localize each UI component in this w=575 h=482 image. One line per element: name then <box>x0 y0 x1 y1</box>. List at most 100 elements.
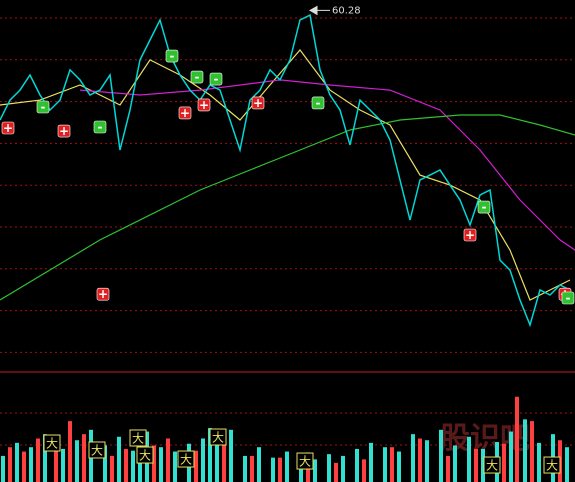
high-arrow <box>308 5 330 16</box>
volume-bar <box>22 451 26 482</box>
big-volume-box <box>136 446 154 464</box>
volume-bar <box>271 457 275 482</box>
volume-bar <box>509 431 513 482</box>
volume-bar <box>446 455 450 482</box>
volume-bar <box>68 421 72 482</box>
signal-box <box>178 106 192 120</box>
volume-bar <box>390 447 394 482</box>
volume-bar <box>425 440 429 482</box>
signal-box <box>96 287 110 301</box>
signal-label: - <box>482 200 487 214</box>
volume-bar <box>453 445 457 482</box>
volume-bar <box>222 440 226 482</box>
volume-bar <box>530 421 534 482</box>
signal-box <box>57 124 71 138</box>
signal-box <box>311 96 325 110</box>
big-volume-box <box>483 456 501 474</box>
volume-bar <box>523 419 527 482</box>
big-volume-box <box>88 441 106 459</box>
signal-box <box>463 228 477 242</box>
volume-bar <box>439 429 443 482</box>
volume-bar <box>173 451 177 482</box>
signal-label: + <box>180 106 190 120</box>
moving-average <box>79 79 575 251</box>
big-volume-box <box>209 428 227 446</box>
signal-box <box>251 96 265 110</box>
big-volume-box <box>177 450 195 468</box>
moving-average <box>0 49 571 301</box>
volume-bar <box>565 447 569 482</box>
volume-bar <box>515 396 519 482</box>
volume-bar <box>285 451 289 482</box>
volume-bar <box>467 436 471 482</box>
volume-bar <box>215 440 219 482</box>
big-volume-label: 大 <box>139 449 151 463</box>
volume-bar <box>201 438 205 482</box>
big-volume-label: 大 <box>91 443 103 457</box>
volume-bar <box>36 438 40 482</box>
volume-bar <box>341 455 345 482</box>
volume-bar <box>278 457 282 482</box>
price-line <box>0 13 571 328</box>
signal-box <box>477 200 491 214</box>
volume-bar <box>131 450 135 482</box>
volume-bar <box>103 445 107 482</box>
volume-bar <box>362 459 366 482</box>
volume-bar <box>159 447 163 482</box>
signal-box <box>197 98 211 112</box>
big-volume-box <box>296 452 314 470</box>
volume-bar <box>117 436 121 482</box>
big-volume-box <box>543 456 561 474</box>
signal-label: - <box>41 100 46 114</box>
volume-bar <box>411 434 415 482</box>
volume-bar <box>208 428 212 482</box>
signal-label: - <box>214 72 219 86</box>
big-volume-label: 大 <box>212 431 224 445</box>
signal-label: - <box>195 70 200 84</box>
volume-bar <box>194 450 198 482</box>
signal-label: - <box>98 120 103 134</box>
volume-bar <box>250 455 254 482</box>
volume-bar <box>313 459 317 482</box>
signal-box <box>165 49 179 63</box>
signal-label: - <box>170 49 175 63</box>
volume-bar <box>54 442 58 482</box>
volume-bar <box>152 445 156 482</box>
big-volume-box <box>43 434 61 452</box>
big-volume-label: 大 <box>546 459 558 473</box>
big-volume-label: 大 <box>132 431 144 445</box>
volume-bar <box>334 462 338 482</box>
volume-bar <box>355 448 359 482</box>
volume-bar <box>537 442 541 482</box>
volume-bar <box>15 442 19 482</box>
signal-box <box>1 121 15 135</box>
volume-bar <box>502 443 506 482</box>
signal-box <box>93 120 107 134</box>
high-label: 60.28 <box>332 5 361 16</box>
big-volume-label: 大 <box>46 437 58 451</box>
signal-box <box>36 100 50 114</box>
volume-bar <box>229 429 233 482</box>
volume-bar <box>43 434 47 482</box>
volume-bar <box>474 448 478 482</box>
moving-average <box>0 114 575 301</box>
signal-label: - <box>316 96 321 110</box>
volume-bar <box>29 447 33 482</box>
volume-bar <box>1 455 5 482</box>
volume-bar <box>257 447 261 482</box>
big-volume-box <box>129 429 147 447</box>
volume-bar <box>383 447 387 482</box>
signal-label: + <box>3 121 13 135</box>
volume-bar <box>243 455 247 482</box>
signal-box <box>209 72 223 86</box>
volume-bar <box>369 442 373 482</box>
volume-bar <box>124 448 128 482</box>
signal-label: + <box>199 98 209 112</box>
volume-bar <box>397 451 401 482</box>
signal-label: + <box>253 96 263 110</box>
signal-label: + <box>98 287 108 301</box>
volume-bar <box>418 438 422 482</box>
volume-bar <box>327 454 331 482</box>
volume-bar <box>75 440 79 482</box>
